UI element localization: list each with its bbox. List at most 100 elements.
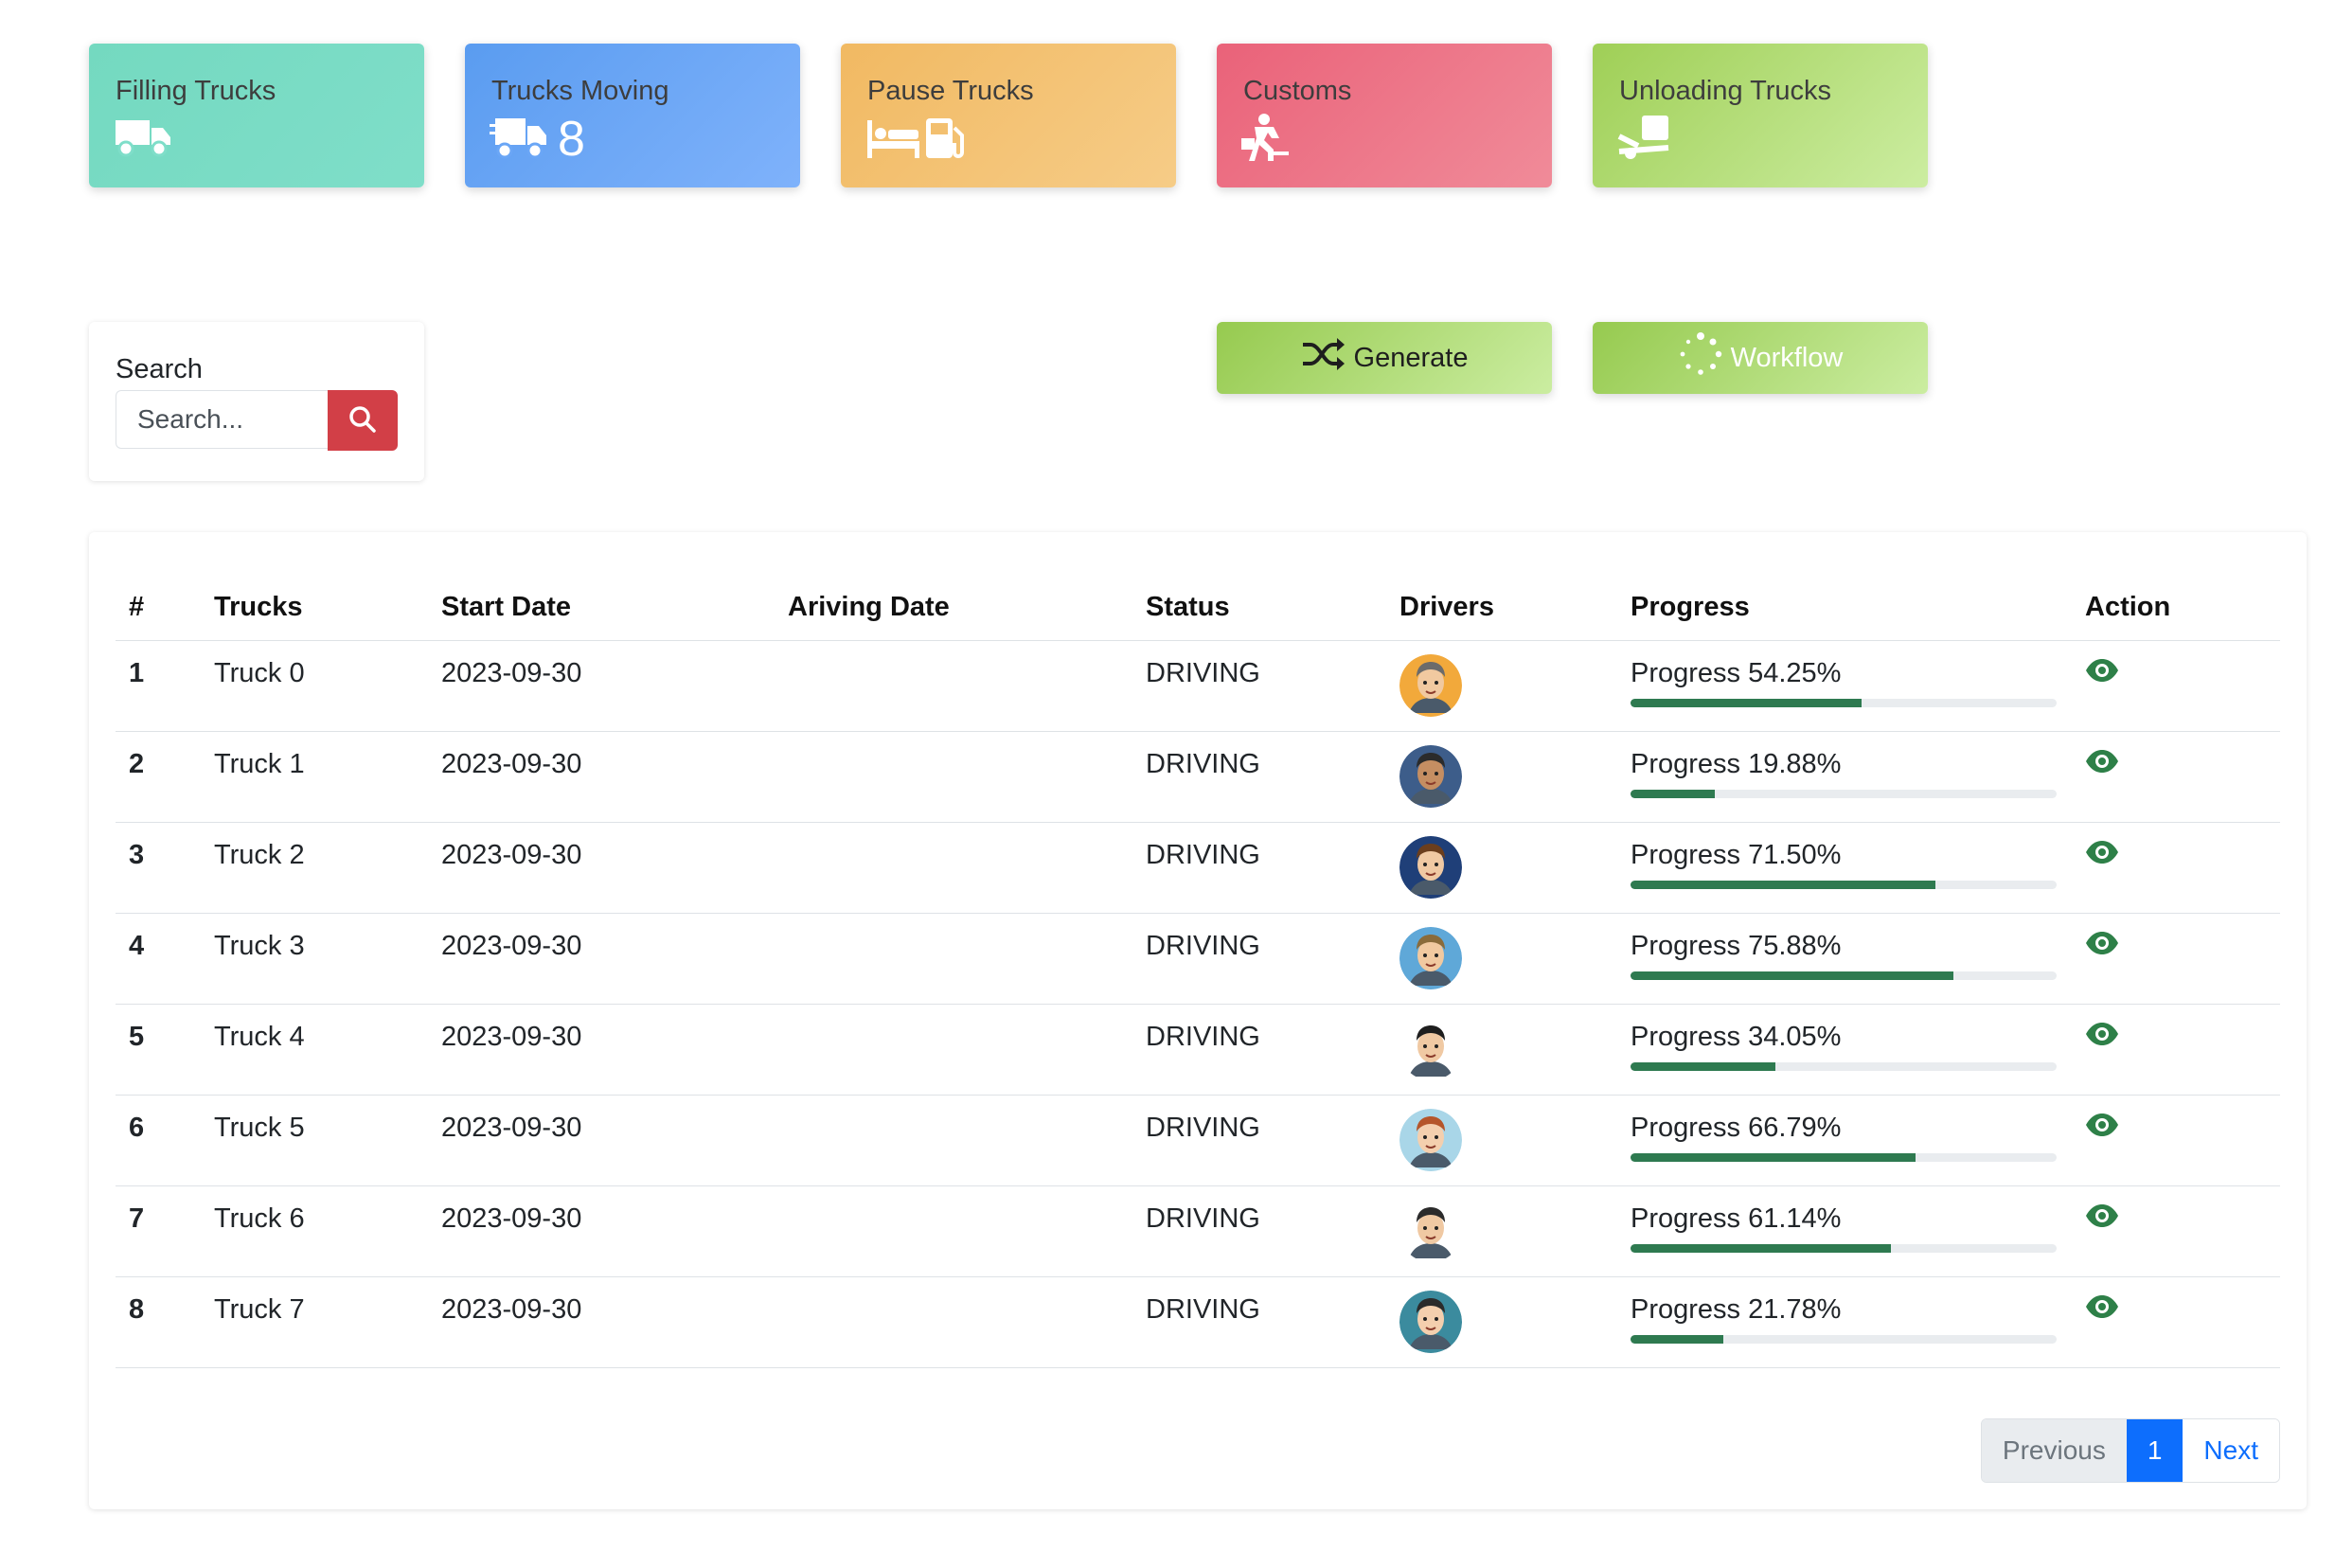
eye-icon[interactable] [2085, 932, 2119, 962]
dolly-icon [1617, 114, 1672, 166]
progress-bar-fill [1631, 790, 1716, 798]
action-cell [2072, 1095, 2280, 1186]
truck-icon [114, 116, 172, 163]
next-page-button[interactable]: Next [2183, 1419, 2279, 1482]
trucks-table: # Trucks Start Date Ariving Date Status … [116, 559, 2280, 1368]
eye-icon[interactable] [2085, 659, 2119, 689]
status-text: DRIVING [1132, 822, 1386, 914]
driver-avatar[interactable] [1399, 745, 1462, 808]
row-number: 3 [116, 822, 201, 914]
progress-text: Progress 54.25% [1631, 658, 1842, 688]
start-date: 2023-09-30 [428, 1185, 775, 1277]
row-number: 6 [116, 1095, 201, 1186]
arriving-date [775, 731, 1132, 823]
table-row: 6 Truck 5 2023-09-30 DRIVING Progress 66.79% [116, 1095, 2280, 1186]
driver-avatar[interactable] [1399, 836, 1462, 899]
row-number: 7 [116, 1185, 201, 1277]
driver-avatar[interactable] [1399, 654, 1462, 717]
progress-text: Progress 34.05% [1631, 1022, 1842, 1052]
start-date: 2023-09-30 [428, 913, 775, 1005]
column-header: Start Date [428, 559, 775, 641]
magnifying-glass-icon [348, 405, 377, 437]
column-header: Progress [1617, 559, 2072, 641]
eye-icon[interactable] [2085, 1114, 2119, 1144]
progress-cell: Progress 71.50% [1617, 822, 2072, 914]
status-text: DRIVING [1132, 731, 1386, 823]
driver-cell [1386, 1004, 1617, 1096]
arriving-date [775, 913, 1132, 1005]
workflow-label: Workflow [1730, 342, 1844, 373]
status-text: DRIVING [1132, 1095, 1386, 1186]
table-row: 7 Truck 6 2023-09-30 DRIVING Progress 61.14% [116, 1185, 2280, 1277]
driver-avatar[interactable] [1399, 927, 1462, 989]
spinner-icon [1678, 331, 1723, 384]
stat-card-moving[interactable]: Trucks Moving 8 [465, 44, 800, 187]
stat-count: 8 [558, 112, 585, 167]
progress-bar-fill [1631, 699, 1863, 707]
column-header: # [116, 559, 201, 641]
progress-cell: Progress 66.79% [1617, 1095, 2072, 1186]
stat-card-unloading[interactable]: Unloading Trucks [1593, 44, 1928, 187]
action-cell [2072, 640, 2280, 732]
generate-button[interactable]: Generate [1217, 322, 1552, 394]
eye-icon[interactable] [2085, 1023, 2119, 1053]
driver-cell [1386, 1185, 1617, 1277]
status-text: DRIVING [1132, 640, 1386, 732]
driver-cell [1386, 913, 1617, 1005]
truck-fast-icon [490, 115, 548, 165]
action-cell [2072, 1276, 2280, 1368]
progress-cell: Progress 54.25% [1617, 640, 2072, 732]
driver-avatar[interactable] [1399, 1200, 1462, 1262]
stat-title: Pause Trucks [867, 76, 1034, 106]
start-date: 2023-09-30 [428, 1095, 775, 1186]
row-number: 2 [116, 731, 201, 823]
action-cell [2072, 822, 2280, 914]
row-number: 5 [116, 1004, 201, 1096]
eye-icon[interactable] [2085, 841, 2119, 871]
eye-icon[interactable] [2085, 1295, 2119, 1326]
progress-cell: Progress 21.78% [1617, 1276, 2072, 1368]
eye-icon[interactable] [2085, 1204, 2119, 1235]
search-input[interactable] [116, 390, 328, 449]
arriving-date [775, 1276, 1132, 1368]
search-label: Search [116, 354, 203, 384]
progress-bar-fill [1631, 1244, 1892, 1253]
table-header-row: # Trucks Start Date Ariving Date Status … [116, 559, 2280, 641]
driver-avatar[interactable] [1399, 1109, 1462, 1171]
progress-bar-fill [1631, 1062, 1776, 1071]
start-date: 2023-09-30 [428, 1276, 775, 1368]
status-text: DRIVING [1132, 1004, 1386, 1096]
shuffle-icon [1301, 335, 1346, 381]
row-number: 1 [116, 640, 201, 732]
driver-cell [1386, 1276, 1617, 1368]
row-number: 8 [116, 1276, 201, 1368]
page-button-1[interactable]: 1 [2126, 1419, 2183, 1482]
column-header: Status [1132, 559, 1386, 641]
column-header: Drivers [1386, 559, 1617, 641]
progress-bar [1631, 1335, 2057, 1344]
truck-name: Truck 5 [201, 1095, 428, 1186]
progress-text: Progress 19.88% [1631, 749, 1842, 779]
driver-avatar[interactable] [1399, 1291, 1462, 1353]
previous-page-button[interactable]: Previous [1981, 1419, 2127, 1482]
stat-card-filling[interactable]: Filling Trucks [89, 44, 424, 187]
eye-icon[interactable] [2085, 750, 2119, 780]
row-number: 4 [116, 913, 201, 1005]
driver-cell [1386, 731, 1617, 823]
table-row: 3 Truck 2 2023-09-30 DRIVING Progress 71.50% [116, 822, 2280, 914]
progress-bar-fill [1631, 971, 1954, 980]
action-cell [2072, 731, 2280, 823]
search-button[interactable] [328, 390, 398, 451]
stat-title: Trucks Moving [491, 76, 669, 106]
status-text: DRIVING [1132, 1276, 1386, 1368]
progress-cell: Progress 61.14% [1617, 1185, 2072, 1277]
pagination: Previous 1 Next [1980, 1418, 2280, 1483]
workflow-button[interactable]: Workflow [1593, 322, 1928, 394]
stat-title: Unloading Trucks [1619, 76, 1832, 106]
stat-card-customs[interactable]: Customs [1217, 44, 1552, 187]
driver-avatar[interactable] [1399, 1018, 1462, 1080]
action-cell [2072, 1185, 2280, 1277]
progress-text: Progress 66.79% [1631, 1113, 1842, 1143]
truck-name: Truck 0 [201, 640, 428, 732]
stat-card-pause[interactable]: Pause Trucks [841, 44, 1176, 187]
